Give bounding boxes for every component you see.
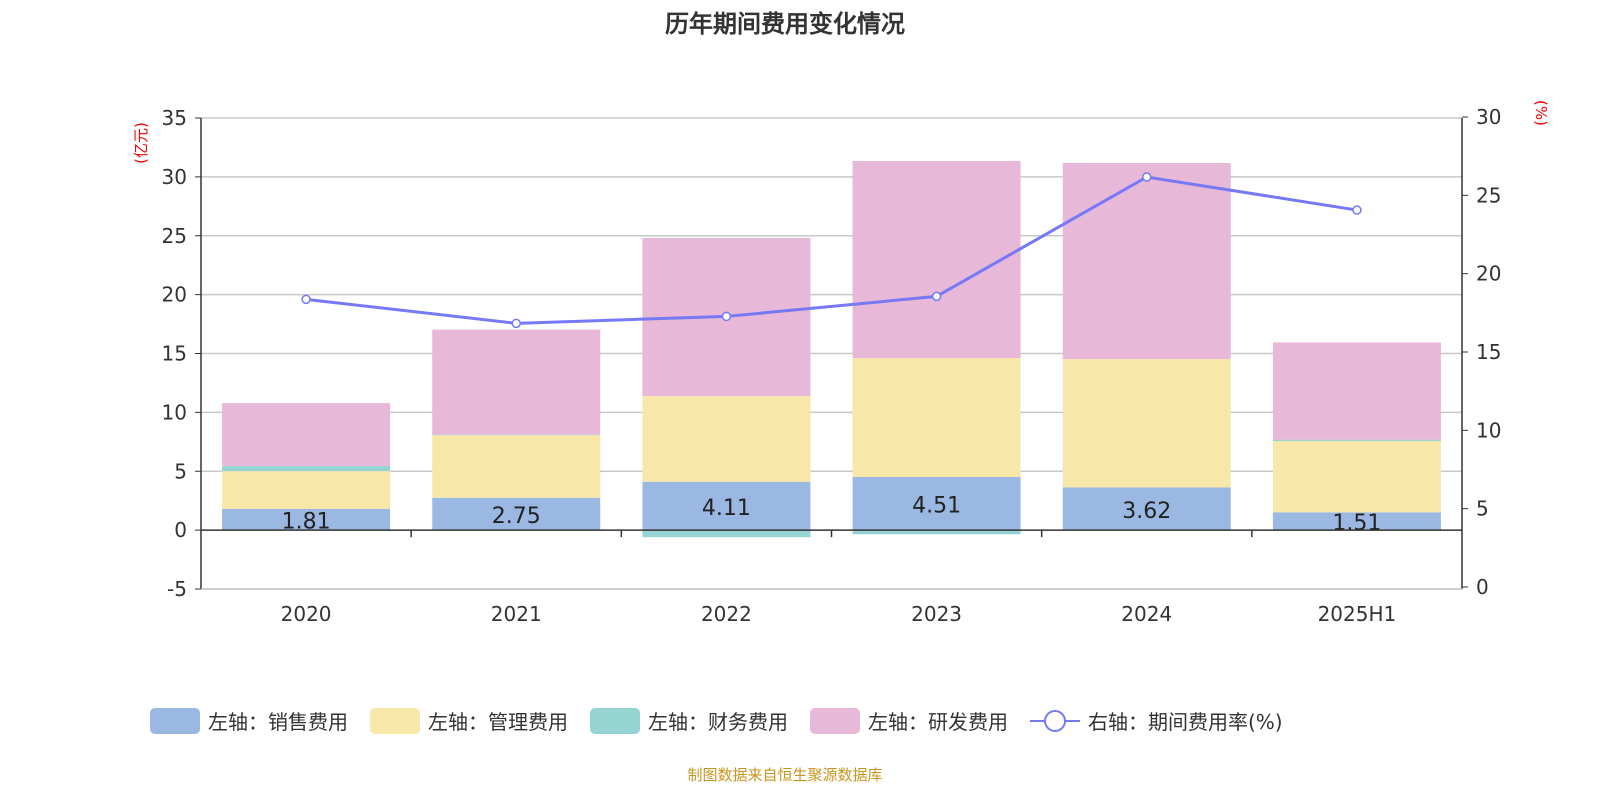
line-point — [721, 311, 732, 322]
bar-左轴：销售费用 — [1272, 512, 1441, 531]
bar-左轴：研发费用 — [852, 160, 1021, 359]
legend-label: 左轴：研发费用 — [868, 710, 1008, 734]
x-tick-label: 2020 — [281, 602, 332, 626]
right-tick-label: 20 — [1476, 262, 1501, 286]
line-右轴：期间费用率(%) — [305, 175, 1358, 325]
left-tick-label: 35 — [162, 106, 187, 130]
chart-title: 历年期间费用变化情况 — [665, 10, 905, 38]
bar-左轴：销售费用 — [1062, 487, 1231, 531]
bar-左轴：管理费用 — [642, 396, 811, 482]
left-axis-unit: (亿元) — [132, 122, 150, 164]
x-tick-label: 2021 — [491, 602, 542, 626]
bar-左轴：财务费用 — [432, 434, 601, 436]
line-point — [931, 291, 942, 302]
line-point — [511, 318, 521, 329]
bar-左轴：研发费用 — [222, 403, 391, 467]
legend-item[interactable]: 左轴：研发费用 — [810, 706, 1008, 735]
legend-label: 左轴：财务费用 — [648, 710, 788, 734]
x-tick-label: 2025H1 — [1318, 602, 1397, 626]
bar-左轴：财务费用 — [642, 530, 811, 538]
legend-swatch — [150, 707, 200, 734]
bar-左轴：管理费用 — [432, 435, 601, 498]
bar-左轴：研发费用 — [432, 329, 601, 435]
bar-左轴：财务费用 — [1272, 439, 1441, 442]
left-tick-label: 20 — [162, 283, 187, 307]
right-tick-label: 5 — [1476, 497, 1489, 521]
right-tick-label: 10 — [1476, 418, 1501, 442]
legend-item[interactable]: 右轴：期间费用率(%) — [1030, 706, 1283, 735]
bar-左轴：管理费用 — [852, 358, 1021, 478]
legend-swatch — [590, 707, 640, 734]
right-tick-label: 25 — [1476, 183, 1501, 207]
legend-swatch — [810, 707, 860, 734]
right-tick-label: 0 — [1476, 575, 1489, 599]
legend-item[interactable]: 左轴：管理费用 — [370, 706, 568, 735]
line-point — [1142, 172, 1152, 182]
left-tick-label: 25 — [162, 224, 187, 248]
bar-左轴：财务费用 — [222, 466, 391, 472]
left-tick-label: 5 — [174, 459, 187, 483]
legend-label: 右轴：期间费用率(%) — [1088, 710, 1283, 734]
bar-data-label: 4.11 — [702, 496, 751, 521]
bar-左轴：研发费用 — [1062, 162, 1231, 360]
legend-item[interactable]: 左轴：销售费用 — [150, 706, 348, 735]
bar-左轴：财务费用 — [852, 530, 1021, 535]
line-point — [301, 294, 311, 305]
bar-左轴：管理费用 — [222, 471, 391, 509]
legend-label: 左轴：管理费用 — [428, 710, 568, 734]
bar-左轴：销售费用 — [432, 497, 601, 531]
x-tick-label: 2022 — [701, 602, 752, 626]
bar-左轴：销售费用 — [852, 477, 1021, 531]
bar-左轴：管理费用 — [1272, 441, 1441, 513]
legend-swatch — [370, 707, 420, 734]
legend-label: 左轴：销售费用 — [208, 710, 348, 734]
bar-data-label: 3.62 — [1122, 499, 1171, 524]
right-tick-label: 15 — [1476, 340, 1501, 364]
left-tick-label: 0 — [174, 518, 187, 542]
left-tick-label: -5 — [167, 577, 187, 601]
legend-line-icon — [1030, 709, 1080, 732]
bar-左轴：销售费用 — [222, 508, 391, 531]
x-tick-label: 2023 — [911, 602, 962, 626]
legend: 左轴：销售费用 左轴：管理费用 左轴：财务费用 左轴：研发费用 右轴：期间费用率(%) — [150, 706, 1291, 735]
x-tick-label: 2024 — [1121, 602, 1172, 626]
bar-data-label: 2.75 — [492, 504, 541, 529]
bar-data-label: 4.51 — [912, 494, 961, 519]
bar-左轴：研发费用 — [1272, 342, 1441, 440]
bar-data-label: 1.51 — [1332, 511, 1381, 536]
bar-左轴：销售费用 — [642, 481, 811, 531]
right-tick-label: 30 — [1476, 105, 1501, 129]
right-axis-unit: (%) — [1532, 100, 1550, 126]
left-tick-label: 10 — [162, 400, 187, 424]
left-tick-label: 15 — [162, 342, 187, 366]
left-tick-label: 30 — [162, 165, 187, 189]
bar-左轴：管理费用 — [1062, 359, 1231, 488]
line-point — [1352, 205, 1362, 215]
source-note: 制图数据来自恒生聚源数据库 — [687, 766, 883, 784]
legend-item[interactable]: 左轴：财务费用 — [590, 706, 788, 735]
